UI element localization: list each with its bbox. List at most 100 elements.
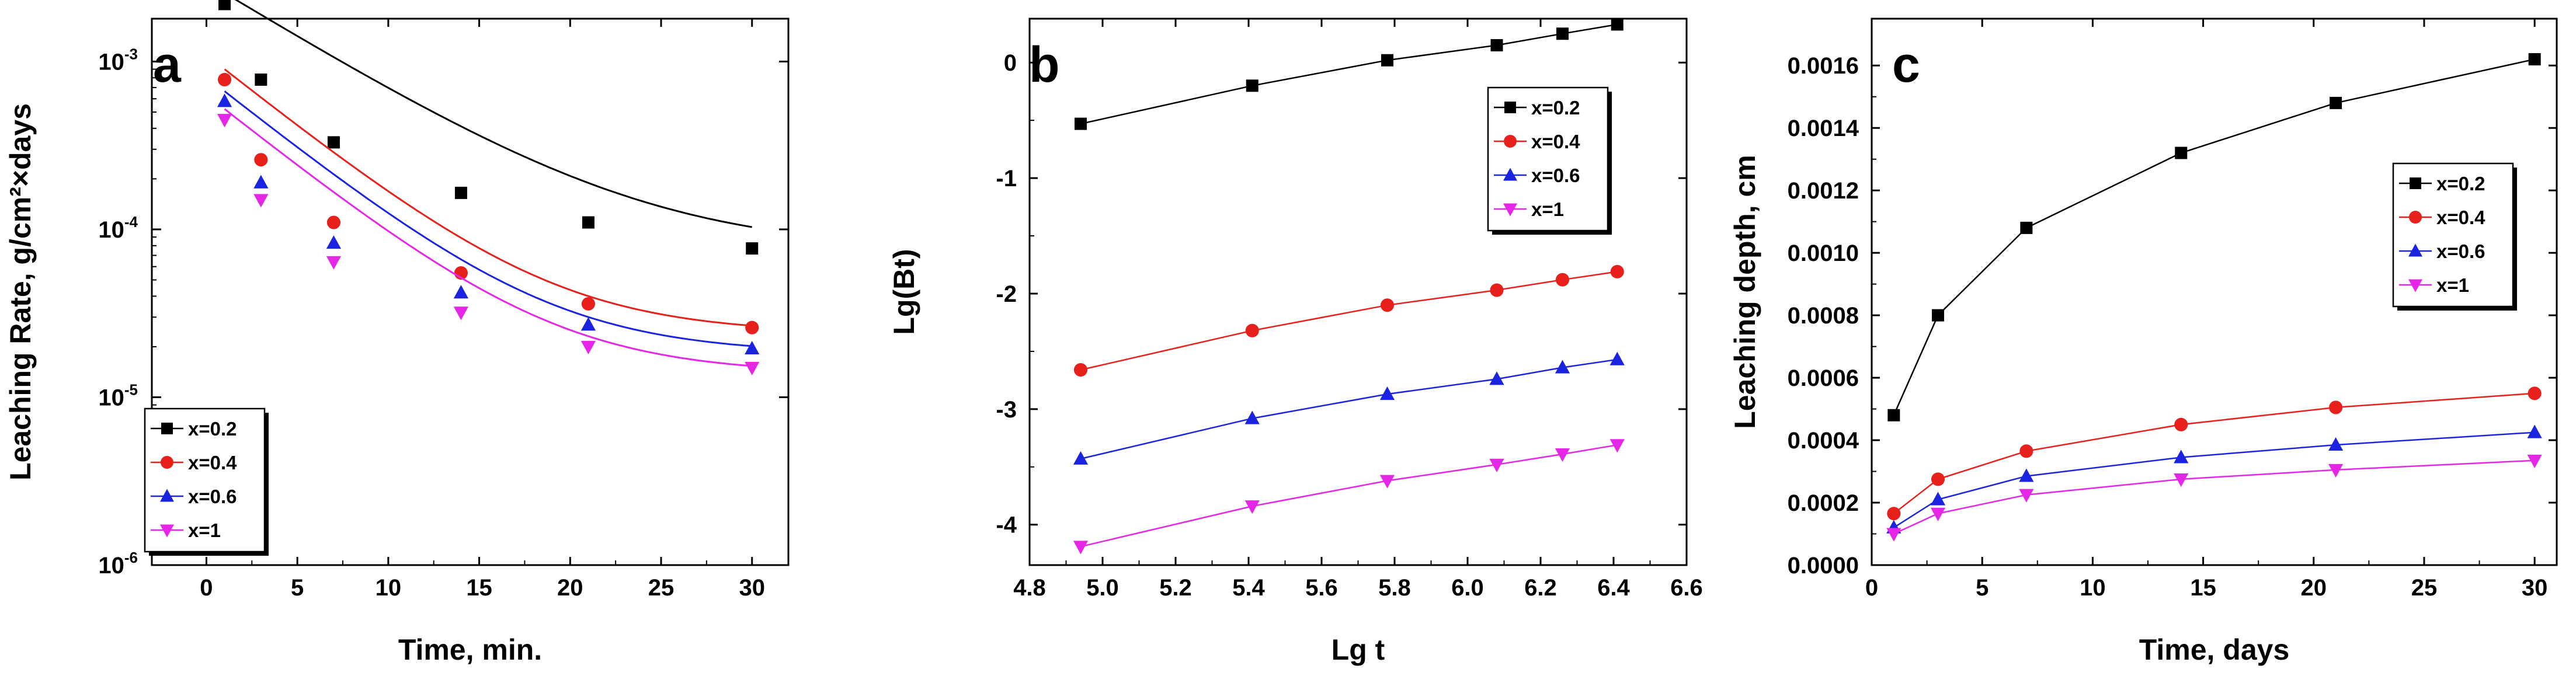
y-tick-label: -1 [996, 166, 1017, 191]
data-point [1556, 27, 1569, 40]
legend-marker [1503, 168, 1517, 181]
legend-label: x=0.2 [2436, 173, 2485, 194]
fit-curve [224, 108, 752, 367]
data-point [217, 93, 232, 107]
x-tick-label: 0 [200, 575, 213, 601]
series-line [1893, 392, 2535, 514]
y-tick-label: -4 [996, 513, 1017, 538]
legend-marker [161, 423, 173, 434]
y-tick-label: 0.0002 [1788, 490, 1859, 516]
data-point [1075, 117, 1087, 130]
data-point [1489, 371, 1504, 385]
data-point [2174, 473, 2189, 487]
data-point [2527, 424, 2542, 438]
data-point [217, 114, 232, 128]
x-tick-label: 6.6 [1670, 575, 1703, 601]
y-tick-label: -2 [996, 281, 1017, 307]
series-line [1893, 58, 2535, 416]
legend-label: x=0.6 [2436, 241, 2485, 262]
plot-frame [151, 18, 790, 566]
legend-marker [161, 456, 173, 469]
x-tick-label: 5.2 [1159, 575, 1192, 601]
series-line [1893, 459, 2535, 535]
fit-curve [224, 68, 752, 327]
legend-marker [1504, 135, 1517, 148]
series-x=1 [1886, 454, 2542, 542]
data-point [253, 194, 269, 208]
y-tick-label: 10-6 [98, 549, 138, 579]
legend-marker [160, 524, 174, 538]
data-point [2330, 96, 2342, 109]
legend-marker [1503, 203, 1517, 217]
legend: x=0.2 x=0.4 x=0.6 x=1 [1487, 86, 1612, 235]
x-tick-label: 6.4 [1597, 575, 1630, 601]
x-tick-label: 20 [557, 575, 583, 601]
data-point [1609, 439, 1625, 453]
legend-label: x=0.2 [1531, 97, 1580, 119]
data-point [580, 317, 596, 331]
data-point [218, 72, 232, 86]
data-point [2019, 444, 2033, 458]
data-point [2175, 147, 2188, 159]
data-point [2174, 449, 2189, 464]
panel-b: 4.8 5.0 5.2 5.4 5.6 5.8 6.0 6.2 6.4 6.6 -4 -3 -2 -1 0 L… [888, 18, 1703, 666]
x-tick-label: 20 [2301, 575, 2327, 601]
data-point [1931, 472, 1945, 486]
legend-label: x=0.4 [188, 452, 237, 473]
x-tick-label: 6.2 [1524, 575, 1557, 601]
series-x=0.6 [217, 90, 760, 355]
data-point [1246, 79, 1259, 92]
data-point [1932, 309, 1945, 322]
legend-marker [2408, 279, 2422, 292]
x-tick-label: 30 [739, 575, 765, 601]
series-x=0.4 [218, 68, 759, 334]
x-tick-label: 25 [2411, 575, 2438, 601]
x-tick-label: 15 [2190, 575, 2216, 601]
legend-marker [160, 489, 174, 502]
legend-marker [2410, 177, 2421, 189]
y-tick-label: 0.0016 [1788, 53, 1859, 79]
data-point [1073, 541, 1089, 555]
x-tick-label: 30 [2522, 575, 2548, 601]
series-x=0.4 [1073, 264, 1624, 377]
data-point [1381, 54, 1393, 67]
data-point [1887, 409, 1900, 421]
data-point [1073, 363, 1088, 377]
x-tick-label: 0 [1865, 575, 1878, 601]
legend-label: x=1 [188, 520, 221, 541]
data-point [1886, 528, 1901, 542]
data-point [1555, 273, 1570, 287]
y-tick-label: 0.0012 [1788, 178, 1859, 204]
data-point [1609, 351, 1625, 365]
legend-label: x=0.4 [1531, 131, 1580, 152]
x-tick-label: 5.4 [1232, 575, 1265, 601]
series-line [1080, 358, 1618, 460]
data-point [2174, 417, 2188, 431]
data-point [1555, 360, 1570, 374]
data-point [1380, 298, 1395, 312]
y-axis-title: Leaching depth, cm [1729, 155, 1761, 429]
legend-label: x=0.6 [188, 486, 237, 507]
x-tick-label: 5.8 [1378, 575, 1411, 601]
data-point [1244, 500, 1260, 514]
data-point [2020, 221, 2033, 234]
series-x=0.6 [1886, 424, 2542, 534]
x-tick-label: 5.6 [1305, 575, 1338, 601]
data-point [1930, 492, 1946, 506]
data-point [254, 153, 268, 167]
y-tick-label: 0.0010 [1788, 241, 1859, 266]
y-axis-title: Lg(Bt) [888, 249, 920, 334]
data-point [1073, 451, 1089, 465]
data-point [1887, 507, 1901, 521]
data-point [1379, 475, 1395, 489]
series-x=0.2 [218, 0, 759, 255]
fit-curve [234, 0, 752, 228]
data-point [327, 136, 340, 149]
data-point [581, 297, 595, 311]
x-tick-label: 10 [376, 575, 402, 601]
data-point [1245, 323, 1259, 337]
data-point [1610, 264, 1624, 278]
data-point [2329, 400, 2343, 414]
data-point [2527, 454, 2542, 468]
legend: x=0.2 x=0.4 x=0.6 x=1 [144, 407, 269, 556]
